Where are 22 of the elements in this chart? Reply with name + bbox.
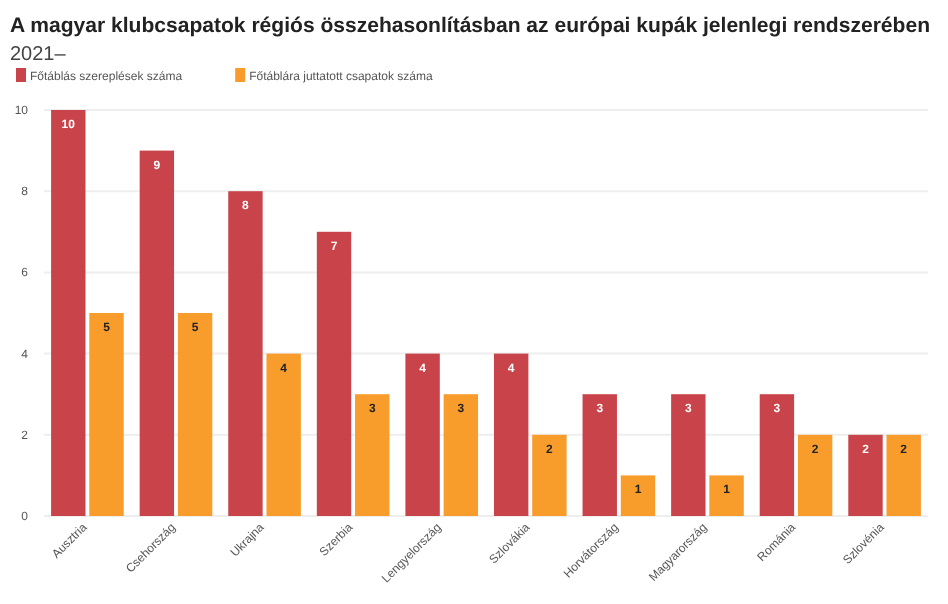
bar	[620, 475, 656, 516]
bar	[139, 150, 175, 516]
bar	[709, 475, 744, 516]
bar	[266, 353, 301, 516]
chart-subtitle: 2021–	[10, 44, 67, 66]
bar	[405, 353, 440, 516]
bar	[532, 434, 567, 516]
bar	[759, 394, 795, 516]
bar	[797, 434, 833, 516]
chart-title: A magyar klubcsapatok régiós összehasonlításban az európai kupák jelenlegi rendszerében	[10, 14, 930, 38]
bar	[89, 313, 124, 516]
bar	[177, 313, 213, 516]
bar	[671, 394, 706, 516]
bar	[355, 394, 390, 516]
bar	[228, 191, 263, 516]
bar	[51, 110, 86, 516]
bar	[582, 394, 617, 516]
bar	[316, 231, 352, 516]
bar	[848, 434, 883, 516]
bar	[443, 394, 479, 516]
bar	[493, 353, 529, 516]
bar	[886, 434, 921, 516]
